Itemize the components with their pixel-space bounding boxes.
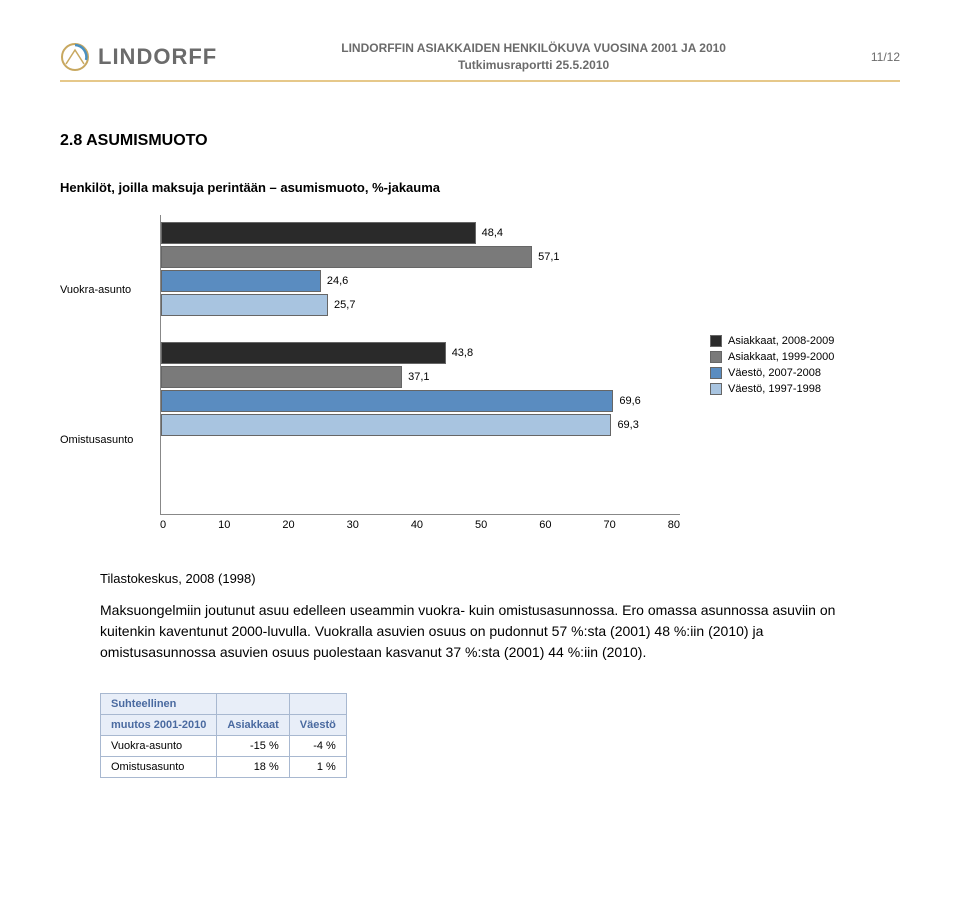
bar-group: 43,8 37,1 69,6 69,3 [161,335,680,455]
bar [161,366,402,388]
legend-item: Väestö, 1997-1998 [710,383,834,395]
x-tick: 0 [160,519,166,531]
x-tick: 50 [475,519,487,531]
bar-value: 69,6 [619,395,640,407]
legend-item: Asiakkaat, 2008-2009 [710,335,834,347]
table-cell: Omistusasunto [101,756,217,777]
table-row: Vuokra-asunto-15 %-4 % [101,735,347,756]
bar-row: 25,7 [161,293,680,317]
bar-value: 48,4 [482,227,503,239]
x-tick: 20 [282,519,294,531]
x-tick: 10 [218,519,230,531]
legend-item: Väestö, 2007-2008 [710,367,834,379]
bar [161,246,532,268]
header-title: LINDORFFIN ASIAKKAIDEN HENKILÖKUVA VUOSI… [217,40,850,74]
page-header: LINDORFF LINDORFFIN ASIAKKAIDEN HENKILÖK… [60,40,900,82]
source-text: Tilastokeskus, 2008 (1998) [100,571,900,586]
chart-legend: Asiakkaat, 2008-2009 Asiakkaat, 1999-2000… [710,215,834,515]
legend-swatch [710,367,722,379]
bar-row: 48,4 [161,221,680,245]
x-tick: 40 [411,519,423,531]
table-cell: Vuokra-asunto [101,735,217,756]
bar-value: 25,7 [334,299,355,311]
bar-value: 24,6 [327,275,348,287]
x-tick: 80 [668,519,680,531]
legend-label: Väestö, 2007-2008 [728,367,821,379]
page-number: 11/12 [850,50,900,64]
bar [161,222,476,244]
x-tick: 70 [604,519,616,531]
legend-item: Asiakkaat, 1999-2000 [710,351,834,363]
legend-label: Väestö, 1997-1998 [728,383,821,395]
x-tick: 30 [347,519,359,531]
legend-label: Asiakkaat, 2008-2009 [728,335,834,347]
section-title: 2.8 ASUMISMUOTO [60,132,900,150]
brand-logo-icon [60,42,90,72]
bar [161,270,321,292]
brand-name: LINDORFF [98,44,217,70]
bar-row: 37,1 [161,365,680,389]
legend-swatch [710,351,722,363]
bar-row: 24,6 [161,269,680,293]
x-axis: 0 10 20 30 40 50 60 70 80 [160,519,680,531]
legend-swatch [710,335,722,347]
bar-row: 43,8 [161,341,680,365]
table-cell: 1 % [289,756,346,777]
bar-row: 69,3 [161,413,680,437]
bar-value: 69,3 [617,419,638,431]
table-cell: -15 % [217,735,289,756]
x-tick: 60 [539,519,551,531]
bar [161,414,611,436]
bar-group: 48,4 57,1 24,6 25,7 [161,215,680,335]
brand: LINDORFF [60,42,217,72]
bar [161,294,328,316]
summary-table: Suhteellinen muutos 2001-2010AsiakkaatVä… [100,693,347,778]
table-cell: 18 % [217,756,289,777]
bar-value: 43,8 [452,347,473,359]
table-column-header: muutos 2001-2010 [101,714,217,735]
bar-value: 57,1 [538,251,559,263]
legend-swatch [710,383,722,395]
bar-row: 57,1 [161,245,680,269]
table-header-title: Suhteellinen [101,693,217,714]
y-axis-labels: Vuokra-asuntoOmistusasunto [60,215,160,515]
bar [161,390,613,412]
bar-value: 37,1 [408,371,429,383]
chart-bars: 48,4 57,1 24,6 25,7 43,8 37,1 69,6 69,3 [160,215,680,515]
table-cell: -4 % [289,735,346,756]
table-column-header: Asiakkaat [217,714,289,735]
chart: Henkilöt, joilla maksuja perintään – asu… [60,180,900,531]
chart-title: Henkilöt, joilla maksuja perintään – asu… [60,180,900,195]
category-label: Omistusasunto [60,365,152,515]
table-column-header: Väestö [289,714,346,735]
category-label: Vuokra-asunto [60,215,152,365]
body-paragraph: Maksuongelmiin joutunut asuu edelleen us… [100,600,860,663]
legend-label: Asiakkaat, 1999-2000 [728,351,834,363]
bar-row: 69,6 [161,389,680,413]
table-row: Omistusasunto18 %1 % [101,756,347,777]
bar [161,342,446,364]
